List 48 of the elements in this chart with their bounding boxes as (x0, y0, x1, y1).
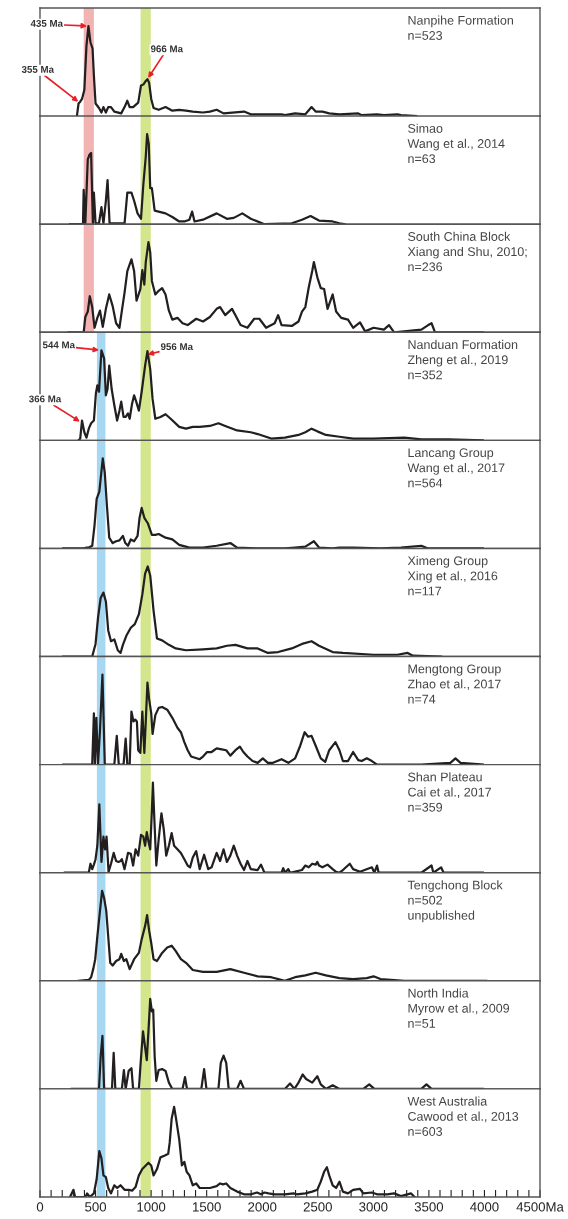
annotation: Wang et al., 2017 (407, 463, 505, 475)
x-tick-label: 2500 (303, 1202, 332, 1212)
annotation: n=359 (408, 802, 443, 812)
x-tick-label: 0 (36, 1202, 44, 1212)
text: North India (408, 988, 469, 998)
x-tick-label: 500 (85, 1202, 107, 1212)
text: West Australia (407, 1096, 488, 1106)
annotation: n=523 (408, 31, 443, 40)
text: Nanduan Formation (408, 339, 518, 350)
annotation: Tengchong Block (407, 880, 503, 892)
annotation: Mengtong Group (408, 664, 501, 676)
annotation: Ximeng Group (407, 556, 488, 568)
annotation: n=51 (408, 1019, 436, 1028)
annotation: n=564 (408, 478, 443, 488)
annotation: Wang et al., 2014 (407, 138, 505, 151)
annotation: Cawood et al., 2013 (408, 1111, 519, 1123)
x-tick-label: 4000 (470, 1202, 499, 1212)
annotation: 966 Ma (150, 45, 184, 53)
annotation: n=74 (408, 694, 436, 704)
annotation: unpublished (408, 910, 475, 923)
annotation: Lancang Group (408, 448, 494, 460)
annotation: n=502 (408, 895, 442, 905)
text: Shan Plateau (408, 772, 482, 782)
annotation: 366 Ma (29, 395, 62, 403)
x-tick-label: 4500Ma (516, 1202, 564, 1212)
annotation: n=236 (408, 262, 443, 272)
annotation: n=603 (408, 1127, 443, 1136)
annotation: Xiang and Shu, 2010; (407, 246, 527, 259)
annotation: Zhao et al., 2017 (407, 679, 501, 690)
text: South China Block (408, 231, 511, 241)
x-tick-label: 3000 (359, 1202, 388, 1212)
x-tick-label: 2000 (248, 1202, 277, 1212)
annotation: n=117 (408, 586, 442, 596)
annotation: Zheng et al., 2019 (407, 354, 508, 367)
annotation: n=63 (408, 154, 436, 164)
annotation: 544 Ma (42, 341, 76, 349)
text: Simao (408, 123, 443, 133)
annotation: Nanpihe Formation (408, 15, 513, 28)
x-tick-label: 3500 (414, 1202, 444, 1212)
annotation: 435 Ma (30, 19, 64, 27)
annotation: Cai et al., 2017 (408, 787, 491, 798)
annotation: 956 Ma (160, 343, 194, 351)
annotation: Xing et al., 2016 (407, 571, 498, 583)
annotation: 355 Ma (21, 66, 55, 73)
annotation: n=352 (408, 370, 442, 380)
annotation: Myrow et al., 2009 (408, 1003, 510, 1016)
x-tick-label: 1000 (137, 1202, 166, 1212)
x-tick-label: 1500 (193, 1202, 221, 1212)
